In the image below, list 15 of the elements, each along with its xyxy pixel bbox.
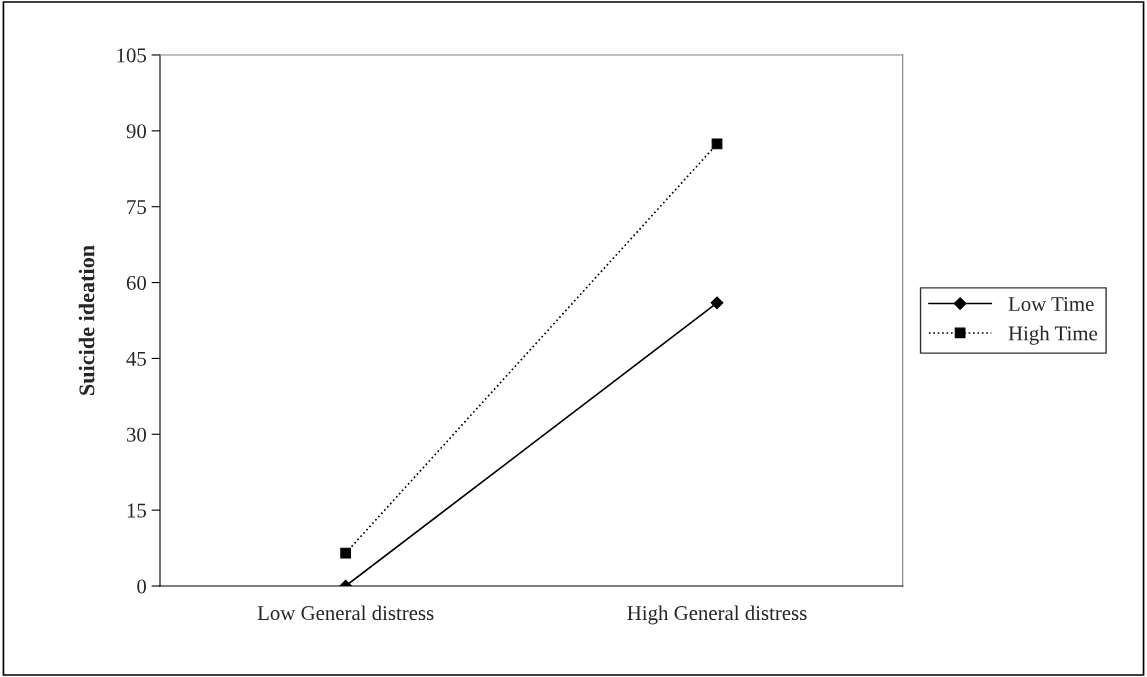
y-tick-label: 105: [117, 48, 146, 63]
legend-label: Low Time: [1008, 297, 1094, 312]
point: [710, 296, 724, 310]
y-tick-label: 15: [127, 503, 146, 518]
y-tick-label: 75: [127, 200, 146, 215]
x-tick-label: High General distress: [627, 605, 807, 625]
point: [340, 547, 352, 559]
y-tick-label: 30: [126, 427, 147, 442]
y-axis-title: Suicide ideation: [78, 245, 95, 395]
legend-label: High Time: [1008, 325, 1098, 345]
x-tick-label: Low General distress: [257, 605, 434, 621]
y-tick-label: 0: [137, 579, 147, 594]
y-tick-label: 90: [126, 124, 147, 139]
y-tick-label: 45: [126, 351, 146, 366]
y-tick-label: 60: [126, 275, 147, 290]
